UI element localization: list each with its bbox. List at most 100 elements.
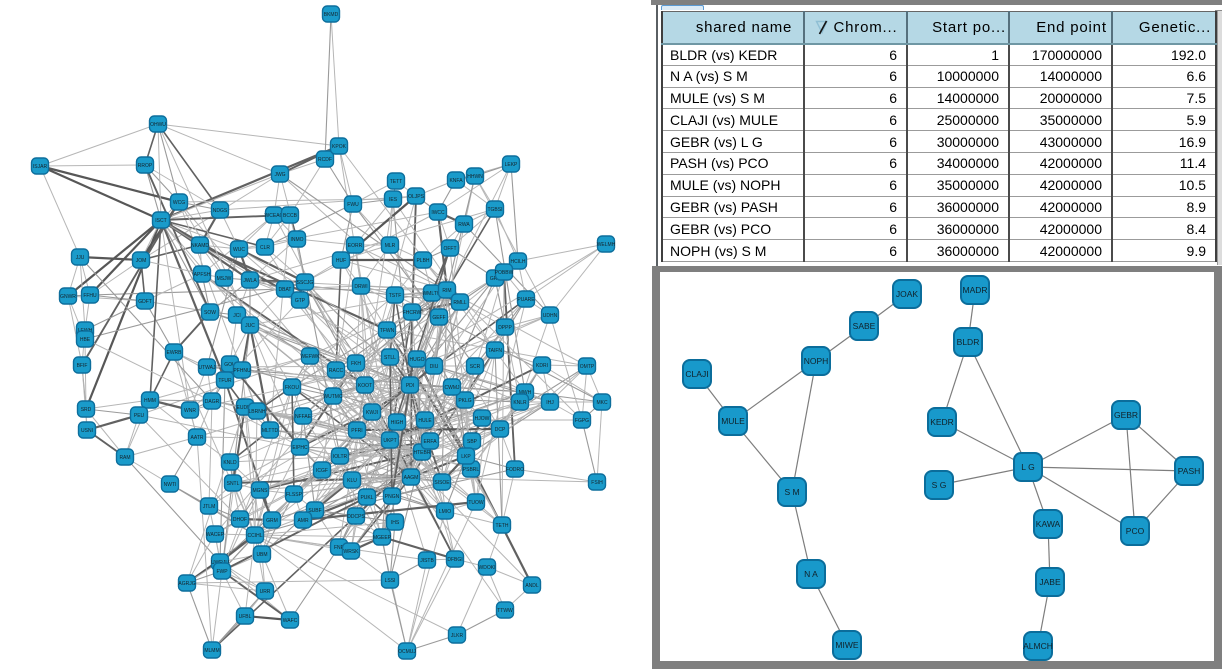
svg-text:HJOW: HJOW <box>475 416 490 422</box>
svg-text:PLBH: PLBH <box>416 258 429 264</box>
svg-text:WUC: WUC <box>233 247 245 253</box>
svg-text:MIWE: MIWE <box>835 640 858 650</box>
svg-text:MGEEP: MGEEP <box>373 535 392 541</box>
svg-text:WNR: WNR <box>184 408 196 414</box>
svg-text:TETH: TETH <box>495 523 508 529</box>
svg-text:HMM: HMM <box>144 398 156 404</box>
svg-text:OLJPS: OLJPS <box>408 194 425 200</box>
svg-text:L G: L G <box>1021 462 1034 472</box>
svg-text:HUF: HUF <box>336 258 346 264</box>
svg-text:EWRB: EWRB <box>167 350 183 356</box>
svg-text:RACC: RACC <box>329 368 344 374</box>
svg-text:SNTL: SNTL <box>227 481 240 487</box>
svg-text:HUGO: HUGO <box>410 357 425 363</box>
svg-text:FFHU: FFHU <box>83 293 97 299</box>
svg-text:TFUR: TFUR <box>218 378 232 384</box>
svg-text:FGPG: FGPG <box>575 418 589 424</box>
svg-text:DHOF: DHOF <box>233 517 247 523</box>
svg-text:FHCRW: FHCRW <box>403 310 422 316</box>
svg-text:KEDR: KEDR <box>930 417 954 427</box>
svg-text:LBRNH: LBRNH <box>249 409 266 415</box>
svg-text:TAIFN: TAIFN <box>488 348 502 354</box>
svg-text:DIU: DIU <box>430 364 439 370</box>
svg-text:LSSI: LSSI <box>385 578 396 584</box>
svg-text:WRSK: WRSK <box>344 549 360 555</box>
svg-text:JTLM: JTLM <box>203 504 216 510</box>
svg-text:MULE: MULE <box>721 416 745 426</box>
svg-text:AGRJG: AGRJG <box>178 581 195 587</box>
svg-text:WDOKI: WDOKI <box>479 565 496 571</box>
svg-text:HCILH: HCILH <box>510 259 525 265</box>
svg-text:SBP: SBP <box>467 439 478 445</box>
svg-text:ALMCH: ALMCH <box>1023 641 1053 651</box>
svg-text:TFWN: TFWN <box>380 328 395 334</box>
svg-text:WMLTW: WMLTW <box>422 291 441 297</box>
svg-text:FLSSP: FLSSP <box>286 492 303 498</box>
svg-text:NWTI: NWTI <box>164 482 177 488</box>
svg-text:UBM: UBM <box>256 552 267 558</box>
svg-text:APFSH: APFSH <box>194 272 211 278</box>
svg-text:TTWW: TTWW <box>497 608 513 614</box>
svg-text:JABE: JABE <box>1039 577 1061 587</box>
svg-text:HULE: HULE <box>418 418 432 424</box>
svg-text:FWP: FWP <box>216 569 228 575</box>
svg-text:CLR: CLR <box>260 245 270 251</box>
svg-text:NKAMD: NKAMD <box>191 243 209 249</box>
svg-text:LKP: LKP <box>461 454 471 460</box>
svg-text:NFFAE: NFFAE <box>295 414 312 420</box>
svg-text:INMO: INMO <box>290 237 303 243</box>
svg-text:SRD: SRD <box>81 407 92 413</box>
svg-text:KNFA: KNFA <box>449 178 463 184</box>
svg-text:EUDFP: EUDFP <box>237 405 255 411</box>
svg-text:ISJAR: ISJAR <box>33 164 48 170</box>
svg-text:JISTB: JISTB <box>420 558 434 564</box>
svg-text:GRM: GRM <box>266 518 278 524</box>
svg-text:GEBR: GEBR <box>1114 410 1138 420</box>
svg-text:UTWAJ: UTWAJ <box>198 365 216 371</box>
svg-text:DAGR: DAGR <box>205 399 220 405</box>
svg-text:SISOE: SISOE <box>434 480 450 486</box>
svg-text:USNI: USNI <box>81 428 93 434</box>
svg-text:PDI: PDI <box>406 383 414 389</box>
svg-text:TGBSI: TGBSI <box>487 207 502 213</box>
svg-text:KNLR: KNLR <box>513 400 527 406</box>
svg-text:PUARE: PUARE <box>517 297 535 303</box>
svg-text:KPOK: KPOK <box>332 144 347 150</box>
svg-text:GDFT: GDFT <box>138 299 152 305</box>
svg-text:WELMH: WELMH <box>597 242 616 248</box>
svg-text:DBAT: DBAT <box>279 287 292 293</box>
svg-text:MLMM: MLMM <box>204 648 219 654</box>
svg-text:UKPT: UKPT <box>383 438 396 444</box>
svg-text:URR: URR <box>260 589 271 595</box>
svg-text:FNP: FNP <box>334 545 345 551</box>
svg-text:LEKP: LEKP <box>505 162 518 168</box>
svg-text:RMLL: RMLL <box>453 300 467 306</box>
svg-text:BLDR: BLDR <box>957 337 980 347</box>
svg-text:PNGN: PNGN <box>385 494 400 500</box>
svg-text:GTP: GTP <box>295 298 306 304</box>
svg-text:DDCPS: DDCPS <box>347 514 365 520</box>
svg-text:GRL: GRL <box>490 276 501 282</box>
svg-text:SOW: SOW <box>204 310 216 316</box>
svg-text:RWA: RWA <box>458 222 470 228</box>
svg-text:HTEBR: HTEBR <box>414 450 431 456</box>
svg-text:PCO: PCO <box>1126 526 1145 536</box>
svg-text:GNWR: GNWR <box>60 294 76 300</box>
svg-text:GOU: GOU <box>224 362 236 368</box>
svg-text:FKOU: FKOU <box>285 385 299 391</box>
svg-text:MWH: MWH <box>519 390 532 396</box>
svg-text:S G: S G <box>932 480 947 490</box>
svg-text:SCR: SCR <box>470 364 481 370</box>
svg-text:IWCC: IWCC <box>431 210 445 216</box>
svg-text:KOOT: KOOT <box>358 383 372 389</box>
svg-text:PEU: PEU <box>134 413 145 419</box>
svg-text:WACEP: WACEP <box>206 532 225 538</box>
svg-text:DPPP: DPPP <box>498 325 512 331</box>
svg-text:WAFC: WAFC <box>283 618 298 624</box>
svg-text:DFBGI: DFBGI <box>447 557 462 563</box>
svg-text:FSIH: FSIH <box>591 480 603 486</box>
svg-text:JWLA: JWLA <box>243 278 257 284</box>
svg-text:FODRO: FODRO <box>506 467 524 473</box>
svg-text:TUOW: TUOW <box>468 500 484 506</box>
svg-text:ANDL: ANDL <box>525 583 539 589</box>
